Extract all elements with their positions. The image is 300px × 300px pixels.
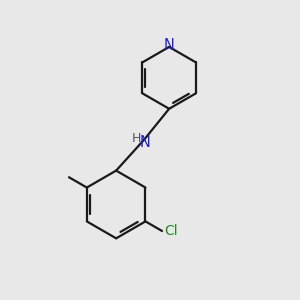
Text: N: N	[139, 134, 150, 149]
Text: N: N	[164, 38, 175, 53]
Text: Cl: Cl	[164, 224, 178, 238]
Text: H: H	[132, 132, 141, 145]
